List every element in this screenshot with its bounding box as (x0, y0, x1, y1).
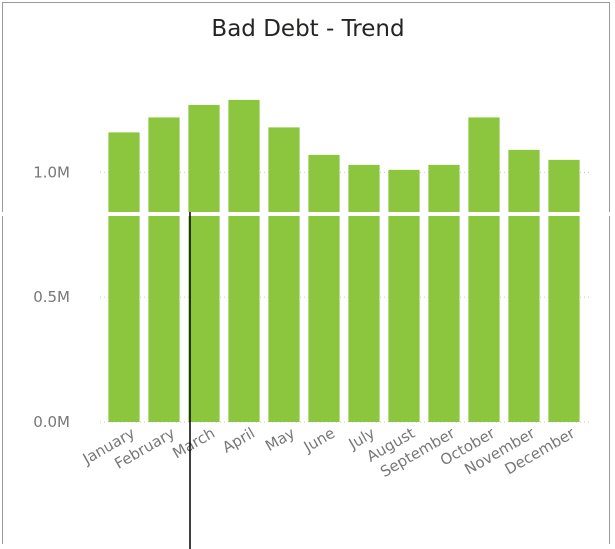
bars (108, 99, 580, 423)
bar-september[interactable] (428, 164, 460, 423)
bar-october[interactable] (468, 117, 500, 423)
bar-may[interactable] (268, 127, 300, 423)
bar-january[interactable] (108, 132, 140, 422)
bar-august[interactable] (388, 169, 420, 422)
occlusion-band (0, 212, 615, 216)
bar-june[interactable] (308, 154, 340, 423)
bar-march[interactable] (188, 104, 220, 422)
y-axis-ticks: 0.0M 0.5M 1.0M (33, 163, 70, 431)
chart-title: Bad Debt - Trend (211, 16, 404, 42)
gridlines (100, 171, 590, 423)
chart-panel (2, 2, 610, 544)
x-tick-label: April (219, 424, 258, 457)
x-tick-label: March (169, 424, 218, 462)
x-tick-label: May (262, 424, 298, 455)
bar-december[interactable] (548, 159, 580, 423)
y-tick-label: 0.0M (33, 413, 70, 431)
y-tick-label: 0.5M (33, 288, 70, 306)
y-tick-label: 1.0M (33, 163, 70, 181)
bar-july[interactable] (348, 164, 380, 423)
bar-november[interactable] (508, 149, 540, 422)
bar-april[interactable] (228, 99, 260, 422)
x-tick-label: June (300, 424, 338, 456)
bar-february[interactable] (148, 117, 180, 423)
